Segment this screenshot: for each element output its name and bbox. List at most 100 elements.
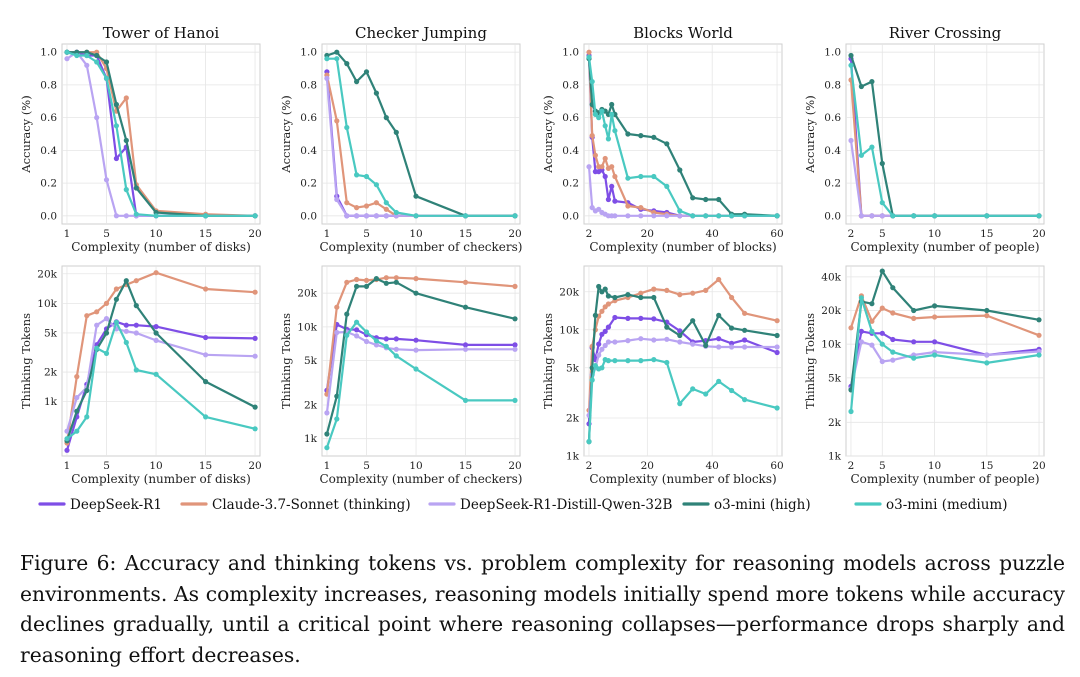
data-point: [602, 155, 608, 162]
data-point: [84, 414, 90, 420]
data-point: [879, 268, 885, 274]
data-point: [103, 177, 110, 183]
data-point: [393, 209, 399, 216]
data-point: [602, 342, 608, 349]
data-point: [373, 276, 379, 282]
data-point: [612, 339, 618, 345]
data-point: [612, 173, 618, 180]
data-point: [123, 328, 129, 334]
data-point: [879, 330, 885, 336]
data-point: [651, 337, 657, 343]
x-tick-label: 20: [641, 460, 654, 472]
x-tick-label: 40: [706, 460, 719, 472]
y-tick-label: 0.0: [40, 210, 57, 222]
data-point: [373, 90, 379, 96]
plot-frame: [845, 43, 1045, 225]
data-point: [774, 349, 780, 356]
x-tick-label: 5: [879, 460, 886, 472]
data-point: [677, 401, 683, 407]
data-point: [1036, 317, 1042, 323]
data-point: [1036, 213, 1042, 219]
x-tick-label: 20: [248, 460, 261, 472]
y-tick-label: 0.8: [562, 79, 579, 91]
data-point: [716, 378, 722, 384]
data-point: [651, 173, 657, 180]
data-point: [462, 304, 469, 310]
data-point: [932, 213, 938, 219]
data-point: [64, 56, 70, 62]
data-point: [609, 164, 615, 170]
data-point: [703, 196, 709, 203]
data-point: [324, 75, 330, 81]
data-point: [890, 349, 896, 355]
data-point: [984, 360, 990, 366]
data-point: [638, 205, 644, 211]
data-point: [203, 414, 209, 420]
series-o3-mini-medium: [586, 357, 780, 445]
data-point: [774, 213, 780, 219]
data-point: [586, 164, 592, 170]
data-point: [363, 338, 370, 345]
panel-title: River Crossing: [889, 24, 1002, 42]
data-point: [324, 431, 330, 437]
data-point: [123, 322, 129, 328]
data-point: [324, 445, 330, 451]
data-point: [774, 332, 780, 339]
legend-item-claude-3-7-sonnet-thinking: Claude-3.7-Sonnet (thinking): [180, 497, 411, 513]
legend-item-o3-mini-medium: o3-mini (medium): [854, 497, 1007, 513]
data-point: [774, 344, 780, 350]
legend-item-deepseek-r1: DeepSeek-R1: [38, 497, 162, 513]
x-tick-label: 10: [928, 228, 941, 240]
y-tick-label: 0.8: [824, 79, 841, 91]
data-point: [729, 344, 735, 350]
data-point: [664, 183, 670, 189]
y-tick-label: 2k: [44, 367, 58, 379]
y-tick-label: 0.0: [562, 210, 579, 222]
data-point: [354, 276, 360, 283]
panel-title: Checker Jumping: [355, 24, 487, 42]
y-tick-label: 0.0: [824, 210, 841, 222]
data-point: [690, 386, 696, 392]
data-point: [252, 353, 258, 359]
data-point: [344, 311, 350, 317]
x-tick-label: 5: [363, 460, 370, 472]
data-point: [383, 213, 389, 219]
x-tick-label: 15: [980, 228, 993, 240]
data-point: [373, 182, 379, 188]
data-point: [605, 301, 612, 307]
data-point: [869, 328, 875, 334]
data-point: [123, 95, 129, 101]
data-point: [716, 336, 722, 342]
caption-label: Figure 6:: [20, 551, 117, 575]
data-point: [203, 286, 209, 292]
data-point: [153, 270, 159, 276]
data-point: [64, 447, 70, 453]
data-point: [153, 330, 159, 336]
data-point: [638, 294, 644, 301]
data-point: [869, 144, 875, 150]
data-point: [677, 213, 683, 219]
data-point: [742, 327, 748, 333]
data-point: [879, 160, 885, 167]
data-point: [393, 336, 399, 342]
data-point: [879, 305, 885, 311]
data-point: [858, 295, 865, 301]
data-point: [625, 292, 631, 298]
data-point: [890, 336, 896, 343]
data-point: [984, 213, 990, 219]
data-point: [605, 324, 612, 330]
x-tick-label: 5: [103, 460, 110, 472]
data-point: [512, 397, 518, 403]
data-point: [94, 115, 100, 121]
data-point: [113, 213, 119, 219]
x-tick-label: 2: [848, 228, 855, 240]
data-point: [690, 318, 696, 324]
plot-frame: [845, 265, 1045, 457]
y-tick-label: 1.0: [824, 47, 841, 59]
data-point: [334, 118, 340, 124]
data-point: [1036, 332, 1042, 338]
y-axis-label: Thinking Tokens: [19, 313, 33, 409]
y-axis-label: Accuracy (%): [279, 95, 293, 173]
data-point: [869, 79, 875, 85]
data-point: [664, 141, 670, 147]
